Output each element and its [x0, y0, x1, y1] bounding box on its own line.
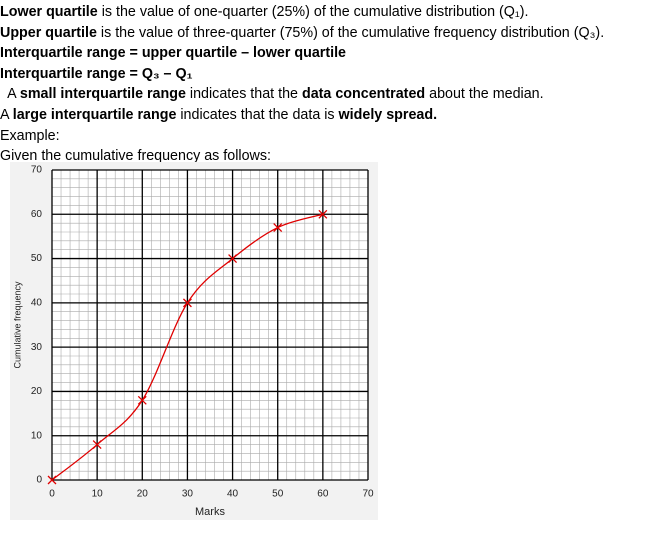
point-marker — [47, 475, 57, 485]
x-tick-label: 50 — [272, 489, 284, 500]
bold-text: widely spread. — [338, 106, 438, 123]
point-marker — [182, 298, 192, 308]
text-line: Upper quartile is the value of three-qua… — [0, 23, 604, 44]
text-line: Example: — [0, 126, 604, 147]
y-tick-label: 70 — [31, 165, 43, 176]
x-tick-label: 40 — [227, 489, 239, 500]
text: indicates that the data is — [176, 106, 339, 123]
text: indicates that the — [185, 86, 302, 103]
y-tick-label: 20 — [31, 386, 43, 397]
y-tick-label: 60 — [31, 209, 43, 220]
bold-text: Upper quartile — [0, 24, 97, 41]
y-axis-label: Cumulative frequency — [12, 281, 22, 369]
text: is the value of one-quarter (25%) of the… — [97, 4, 529, 20]
bold-text: large interquartile range — [12, 106, 177, 123]
text: is the value of three-quarter (75%) of t… — [96, 24, 605, 41]
bold-text: data concentrated — [301, 86, 426, 103]
text-line: Interquartile range = Q₃ – Q₁ — [0, 64, 604, 85]
x-tick-label: 70 — [362, 489, 374, 500]
point-marker — [92, 440, 102, 450]
chart-content: 0 10 20 30 40 50 60 70 0 10 20 30 40 50 60 70 Marks Cumul… — [12, 165, 374, 518]
document-text: Lower quartile is the value of one-quart… — [0, 2, 604, 167]
y-tick-label: 0 — [36, 475, 42, 486]
bold-text: Interquartile range = Q₃ – Q₁ — [0, 65, 193, 82]
bold-text: small interquartile range — [19, 86, 186, 103]
text-line: A large interquartile range indicates th… — [0, 105, 604, 126]
x-tick-label: 20 — [137, 489, 149, 500]
text: Example: — [0, 127, 60, 144]
point-marker — [137, 395, 147, 405]
text-line: Given the cumulative frequency as follow… — [0, 146, 604, 167]
y-tick-label: 30 — [31, 342, 43, 353]
plot-area — [52, 170, 368, 480]
x-tick-label: 10 — [92, 489, 104, 500]
text: A — [0, 106, 13, 123]
point-marker — [273, 223, 283, 233]
x-axis-label: Marks — [195, 506, 225, 518]
y-tick-label: 50 — [31, 253, 43, 264]
text-line: Interquartile range = upper quartile – l… — [0, 43, 604, 64]
x-tick-label: 30 — [182, 489, 194, 500]
text-line: Lower quartile is the value of one-quart… — [0, 2, 604, 23]
text: A — [0, 86, 20, 103]
y-tick-label: 40 — [31, 297, 43, 308]
text: Given the cumulative frequency as follow… — [0, 148, 271, 165]
minor-grid — [52, 170, 368, 480]
point-marker — [228, 254, 238, 264]
point-marker — [318, 209, 328, 219]
text: about the median. — [425, 86, 544, 103]
bold-text: Lower quartile — [0, 4, 98, 20]
x-tick-label: 0 — [49, 489, 55, 500]
bold-text: Interquartile range = upper quartile – l… — [0, 45, 346, 62]
y-tick-label: 10 — [31, 430, 43, 441]
x-tick-label: 60 — [317, 489, 329, 500]
text-line: A small interquartile range indicates th… — [0, 84, 604, 105]
